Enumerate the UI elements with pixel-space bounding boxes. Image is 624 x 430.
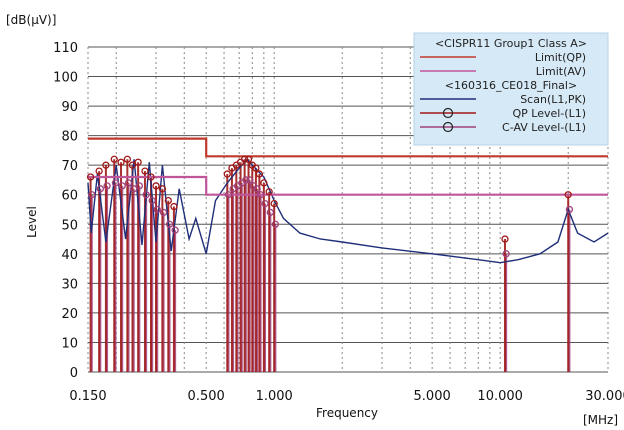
- y-unit-label: [dB(μV)]: [6, 13, 56, 27]
- y-tick-label: 20: [61, 307, 78, 322]
- measurement-marker: [246, 176, 254, 184]
- measurement-marker: [117, 158, 125, 166]
- x-unit-label: [MHz]: [583, 413, 618, 427]
- measurement-marker: [271, 220, 280, 228]
- measurement-marker: [565, 205, 574, 214]
- measurement-marker: [102, 161, 110, 169]
- measurement-marker: [242, 176, 250, 184]
- measurement-marker: [240, 155, 249, 163]
- legend-entry: C-AV Level-(L1): [502, 121, 586, 134]
- measurement-marker: [165, 220, 174, 228]
- measurement-marker: [142, 191, 150, 199]
- x-tick-label: 0.500: [188, 389, 225, 404]
- measurement-marker: [153, 205, 161, 214]
- legend-header: <CISPR11 Group1 Class A>: [435, 37, 587, 50]
- y-tick-label: 40: [61, 248, 78, 263]
- measurement-marker: [141, 167, 149, 175]
- measurement-marker: [564, 191, 572, 199]
- legend-entry: QP Level-(L1): [512, 107, 586, 120]
- measurement-marker: [170, 202, 178, 211]
- x-tick-label: 0.150: [69, 389, 106, 404]
- measurement-marker: [171, 226, 179, 234]
- x-tick-label: 5.000: [414, 389, 451, 404]
- y-tick-label: 110: [53, 41, 78, 56]
- measurement-marker: [252, 164, 260, 172]
- measurement-marker: [123, 155, 132, 163]
- x-tick-label: 10.000: [477, 389, 523, 404]
- measurement-marker: [159, 208, 168, 217]
- measurement-marker: [224, 191, 233, 199]
- measurement-marker: [130, 185, 138, 193]
- y-tick-label: 90: [61, 100, 78, 115]
- measurement-marker: [86, 173, 95, 181]
- legend: <CISPR11 Group1 Class A>Limit(QP)Limit(A…: [413, 32, 609, 146]
- y-tick-label: 80: [61, 130, 78, 145]
- measurement-marker: [128, 161, 137, 169]
- measurement-marker: [110, 155, 118, 163]
- measurement-marker: [111, 179, 120, 187]
- measurement-marker: [260, 179, 268, 187]
- measurement-marker: [118, 182, 126, 190]
- measurement-marker: [256, 191, 265, 199]
- limit-line: [88, 137, 608, 158]
- measurement-marker: [255, 170, 264, 178]
- measurement-marker: [134, 158, 142, 166]
- y-tick-label: 50: [61, 218, 78, 233]
- legend-entry: Scan(L1,PK): [520, 93, 586, 106]
- measurement-marker: [223, 170, 231, 178]
- data-marks: [86, 137, 609, 372]
- measurement-marker: [266, 208, 275, 217]
- measurement-marker: [103, 182, 111, 190]
- measurement-marker: [96, 185, 104, 193]
- y-tick-label: 10: [61, 336, 78, 351]
- legend-header: <160316_CE018_Final>: [445, 79, 577, 92]
- measurement-marker: [152, 182, 160, 190]
- measurement-marker: [148, 196, 156, 205]
- measurement-marker: [135, 182, 143, 190]
- y-tick-label: 0: [70, 366, 78, 381]
- legend-marker: [442, 107, 454, 119]
- limit-line: [88, 175, 608, 196]
- y-tick-label: 70: [61, 159, 78, 174]
- measurement-marker: [124, 179, 133, 187]
- x-tick-label: 1.000: [256, 389, 293, 404]
- legend-entry: Limit(AV): [536, 65, 586, 78]
- y-tick-label: 100: [53, 71, 78, 86]
- axis-ticks: 0 10 20 30 40 50 60 70 80 90 100 110 0.150 0.500 1.000…: [53, 41, 624, 404]
- legend-marker: [442, 121, 454, 133]
- measurement-marker: [501, 235, 509, 243]
- measurement-marker: [164, 196, 172, 205]
- measurement-marker: [261, 199, 269, 208]
- measurement-marker: [265, 188, 273, 196]
- measurement-marker: [95, 167, 103, 175]
- y-tick-label: 30: [61, 277, 78, 292]
- x-tick-label: 30.000: [585, 389, 624, 404]
- legend-entry: Limit(QP): [535, 51, 586, 64]
- measurement-marker: [270, 199, 278, 208]
- measurement-marker: [244, 155, 253, 163]
- x-axis-label: Frequency: [316, 406, 378, 420]
- measurement-marker: [502, 250, 510, 258]
- y-tick-label: 60: [61, 189, 78, 204]
- measurement-marker: [147, 173, 155, 181]
- y-axis-label: Level: [25, 206, 39, 238]
- measurement-marker: [253, 185, 261, 193]
- measurement-marker: [88, 191, 96, 199]
- measurement-marker: [158, 185, 167, 193]
